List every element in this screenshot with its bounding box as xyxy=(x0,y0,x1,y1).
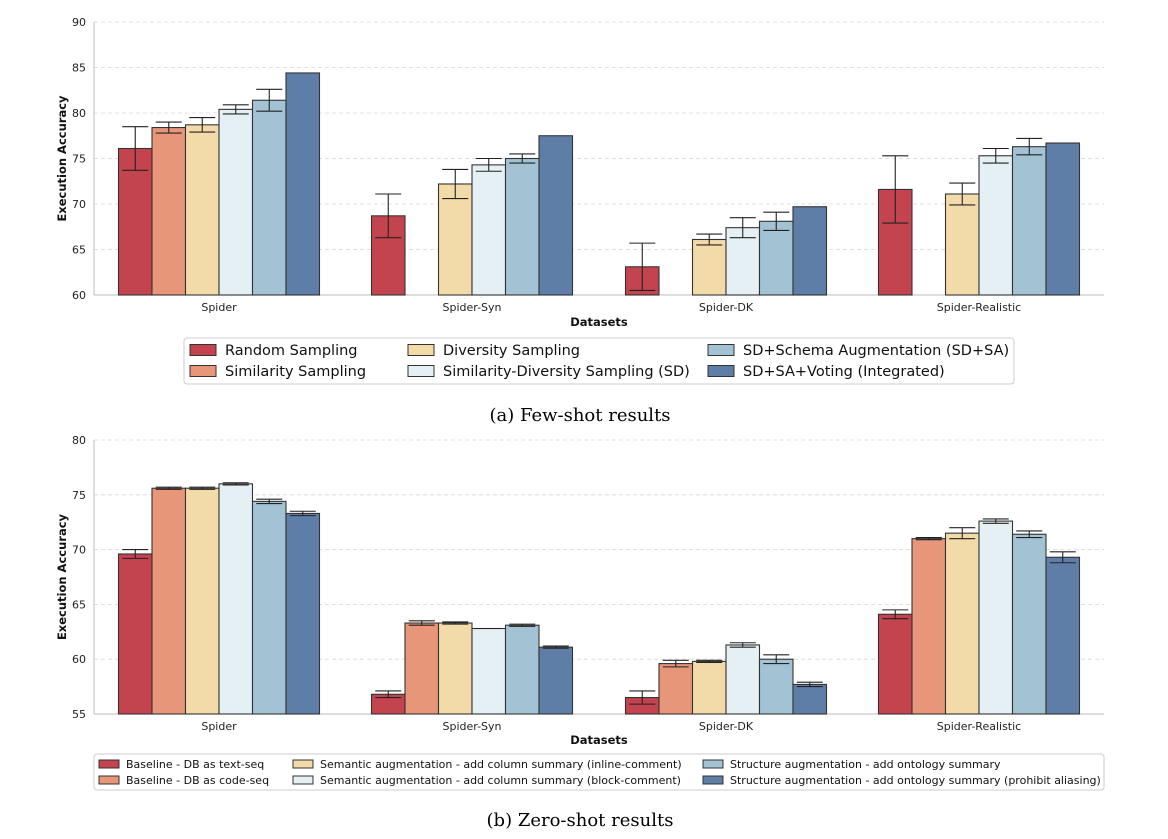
zero-shot-legend-label: Semantic augmentation - add column summa… xyxy=(320,758,682,771)
zero-shot-legend-label: Structure augmentation - add ontology su… xyxy=(730,774,1101,787)
few-shot-xtick-label: Spider-DK xyxy=(699,301,754,314)
zero-shot-bar xyxy=(758,658,794,715)
few-shot-bar xyxy=(978,155,1014,296)
zero-shot-chart: 55 60 65 70 75 80 Spider Spider-Syn Spider-DK Spi… xyxy=(55,434,1105,791)
few-shot-bar xyxy=(1045,142,1081,296)
zero-shot-ytick-label: 55 xyxy=(72,708,86,721)
zero-shot-bar xyxy=(911,538,947,715)
few-shot-ytick-label: 90 xyxy=(72,16,86,29)
zero-shot-bar xyxy=(877,613,913,715)
few-shot-legend-label: Similarity Sampling xyxy=(225,364,366,380)
few-shot-legend-label: Random Sampling xyxy=(225,343,358,359)
few-shot-legend-swatch xyxy=(189,365,217,377)
few-shot-bar xyxy=(251,99,287,296)
few-shot-xtick-label: Spider xyxy=(201,301,237,314)
zero-shot-ytick-label: 60 xyxy=(72,653,86,666)
few-shot-legend-label: Diversity Sampling xyxy=(443,343,580,359)
few-shot-legend-swatch xyxy=(407,344,435,356)
few-shot-bar xyxy=(758,220,794,296)
zero-shot-caption: (b) Zero-shot results xyxy=(487,810,674,831)
few-shot-bar xyxy=(1011,146,1047,296)
few-shot-legend-swatch xyxy=(189,344,217,356)
zero-shot-bar xyxy=(691,660,727,715)
zero-shot-legend-swatch xyxy=(702,759,724,769)
zero-shot-bar xyxy=(471,627,507,715)
few-shot-legend-label: SD+Schema Augmentation (SD+SA) xyxy=(743,343,1009,359)
few-shot-ytick-label: 85 xyxy=(72,62,86,75)
few-shot-bar xyxy=(944,193,980,296)
zero-shot-legend-label: Structure augmentation - add ontology su… xyxy=(730,758,1001,771)
zero-shot-bar xyxy=(944,532,980,715)
zero-shot-legend-label: Baseline - DB as code-seq xyxy=(126,774,269,787)
zero-shot-bar xyxy=(978,520,1014,715)
zero-shot-bar xyxy=(1011,533,1047,715)
few-shot-bar xyxy=(538,135,574,296)
zero-shot-bar xyxy=(792,683,828,715)
zero-shot-legend-swatch xyxy=(702,775,724,785)
zero-shot-bar xyxy=(1045,556,1081,715)
few-shot-ytick-label: 80 xyxy=(72,107,86,120)
zero-shot-legend-swatch xyxy=(292,775,314,785)
few-shot-bar xyxy=(218,108,254,296)
few-shot-legend-swatch xyxy=(707,365,735,377)
few-shot-legend xyxy=(183,337,1015,385)
zero-shot-bar xyxy=(658,663,694,715)
zero-shot-bar xyxy=(151,487,187,715)
few-shot-bar xyxy=(471,164,507,296)
few-shot-x-axis-label: Datasets xyxy=(570,315,628,329)
zero-shot-legend-label: Semantic augmentation - add column summa… xyxy=(320,774,681,787)
zero-shot-bar xyxy=(117,553,153,715)
zero-shot-xtick-label: Spider-Realistic xyxy=(937,720,1021,733)
few-shot-xtick-label: Spider-Realistic xyxy=(937,301,1021,314)
few-shot-bar xyxy=(504,157,540,296)
zero-shot-y-axis-label: Execution Accuracy xyxy=(55,513,69,640)
zero-shot-xtick-label: Spider-Syn xyxy=(442,720,501,733)
few-shot-bar xyxy=(725,227,761,296)
zero-shot-bar xyxy=(538,646,574,715)
zero-shot-bar xyxy=(251,500,287,715)
few-shot-ytick-label: 70 xyxy=(72,198,86,211)
few-shot-bar xyxy=(184,124,220,296)
zero-shot-x-axis-label: Datasets xyxy=(570,733,628,747)
few-shot-legend-label: Similarity-Diversity Sampling (SD) xyxy=(443,364,690,380)
zero-shot-legend-label: Baseline - DB as text-seq xyxy=(126,758,264,771)
few-shot-caption: (a) Few-shot results xyxy=(489,405,670,426)
zero-shot-bar xyxy=(504,624,540,715)
few-shot-bar xyxy=(117,147,153,296)
few-shot-chart: 60 65 70 75 80 85 90 Spider Spider-Syn Spider-DK S… xyxy=(55,16,1104,385)
few-shot-legend-label: SD+SA+Voting (Integrated) xyxy=(743,364,945,380)
few-shot-bar xyxy=(691,238,727,296)
zero-shot-bar xyxy=(725,644,761,715)
zero-shot-legend-swatch xyxy=(98,759,120,769)
zero-shot-ytick-label: 65 xyxy=(72,598,86,611)
zero-shot-legend xyxy=(93,753,1105,791)
zero-shot-legend-swatch xyxy=(292,759,314,769)
few-shot-xtick-label: Spider-Syn xyxy=(442,301,501,314)
zero-shot-bar xyxy=(218,483,254,715)
few-shot-bar xyxy=(792,206,828,296)
few-shot-bar xyxy=(285,72,321,296)
zero-shot-ytick-label: 75 xyxy=(72,489,86,502)
few-shot-bar xyxy=(437,183,473,296)
few-shot-y-axis-label: Execution Accuracy xyxy=(55,95,69,222)
zero-shot-legend-swatch xyxy=(98,775,120,785)
few-shot-bar xyxy=(151,127,187,296)
few-shot-ytick-label: 75 xyxy=(72,153,86,166)
few-shot-legend-swatch xyxy=(707,344,735,356)
zero-shot-ytick-label: 80 xyxy=(72,434,86,447)
zero-shot-xtick-label: Spider xyxy=(201,720,237,733)
zero-shot-xtick-label: Spider-DK xyxy=(699,720,754,733)
zero-shot-bar xyxy=(285,512,321,715)
zero-shot-bar xyxy=(437,622,473,715)
zero-shot-bar xyxy=(184,487,220,715)
zero-shot-ytick-label: 70 xyxy=(72,544,86,557)
few-shot-ytick-label: 65 xyxy=(72,244,86,257)
zero-shot-bar xyxy=(404,622,440,715)
few-shot-legend-swatch xyxy=(407,365,435,377)
few-shot-ytick-label: 60 xyxy=(72,289,86,302)
